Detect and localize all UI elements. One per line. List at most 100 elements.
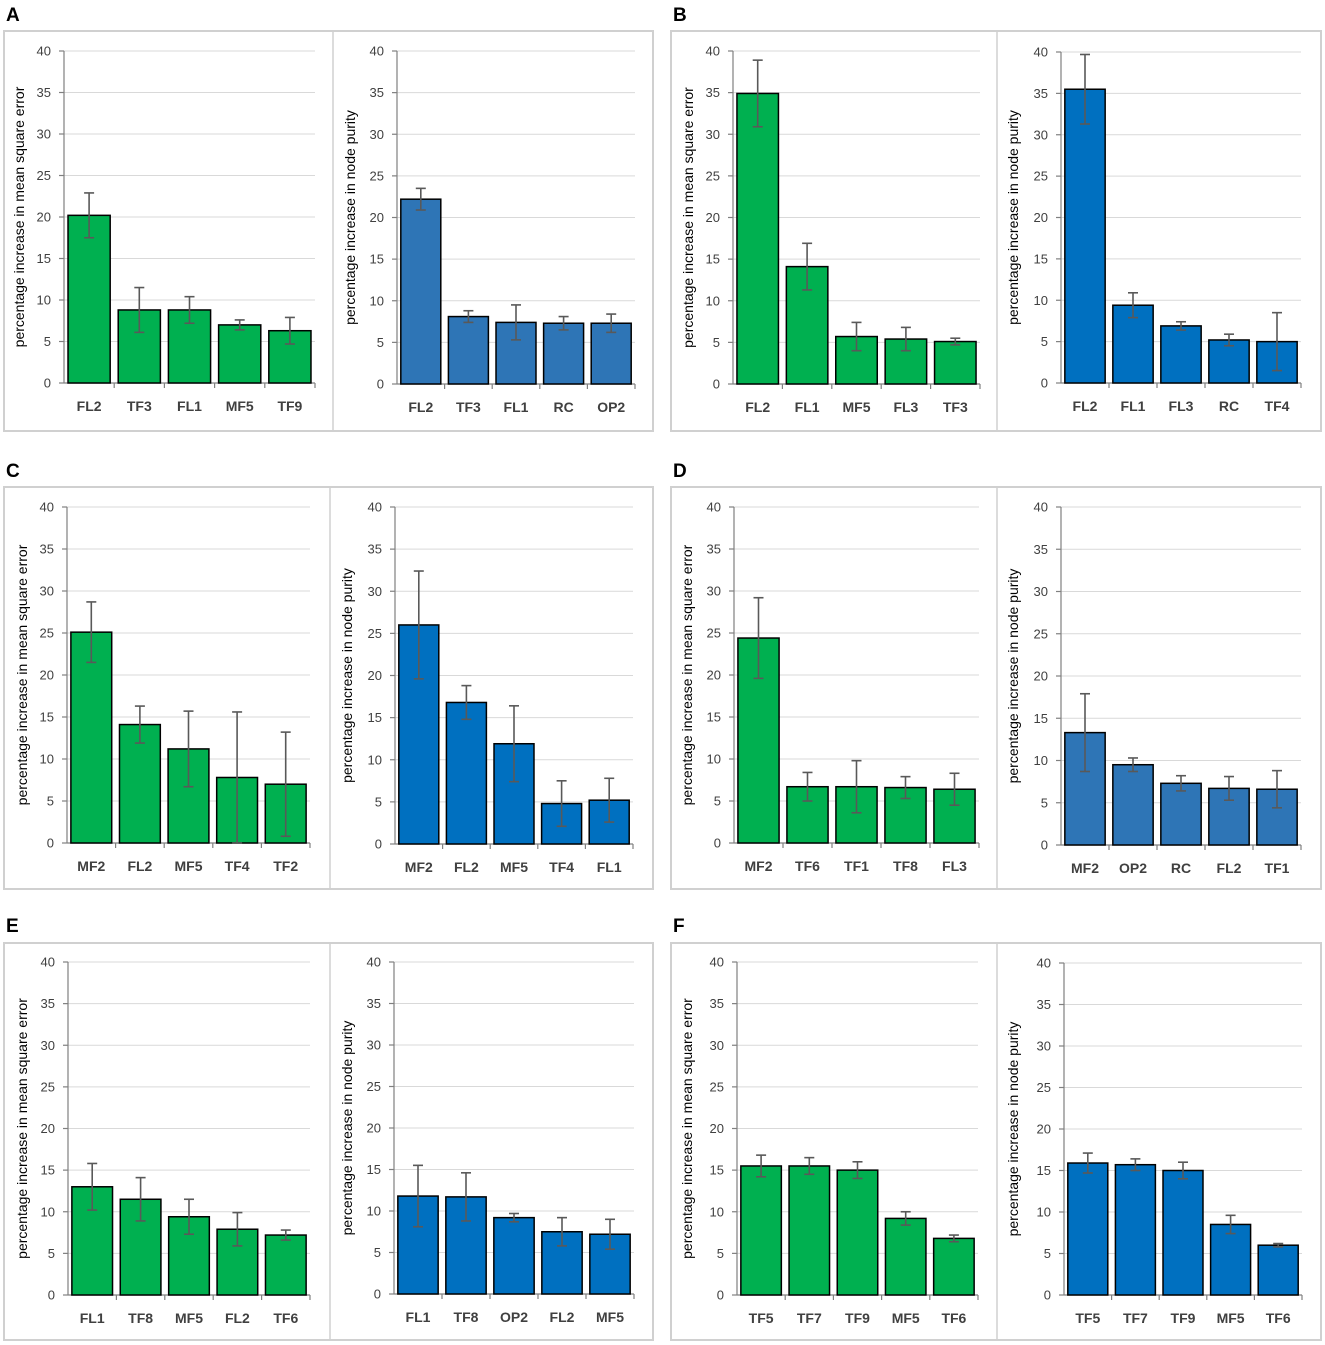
x-category-label: TF9 — [1171, 1310, 1196, 1326]
y-tick-label: 30 — [1034, 584, 1048, 599]
x-category-label: MF5 — [500, 859, 528, 875]
x-category-label: FL2 — [1217, 860, 1242, 876]
y-tick-label: 30 — [367, 1038, 381, 1053]
y-tick-label: 20 — [1034, 669, 1048, 684]
y-tick-label: 0 — [1044, 1288, 1051, 1303]
x-category-label: MF5 — [843, 399, 871, 415]
x-category-label: TF3 — [456, 399, 481, 415]
x-category-label: TF9 — [277, 398, 302, 414]
y-tick-label: 0 — [1041, 838, 1048, 853]
x-category-label: RC — [1171, 860, 1191, 876]
y-tick-label: 35 — [37, 85, 51, 100]
x-category-label: TF8 — [893, 858, 918, 874]
bar-tf9 — [836, 1169, 879, 1296]
y-tick-label: 0 — [714, 836, 721, 851]
chart-c-node-purity: 0 5 10 15 20 25 30 35 40 MF2 FL2 MF5 TF4 FL1 percentag… — [339, 500, 634, 875]
x-category-label: TF1 — [844, 858, 869, 874]
y-tick-label: 30 — [710, 1038, 724, 1053]
chart-b-mse: 0 5 10 15 20 25 30 35 40 FL2 FL1 MF5 FL3 TF3 percentag… — [680, 44, 981, 415]
y-tick-label: 10 — [367, 1204, 381, 1219]
x-category-label: FL2 — [127, 858, 152, 874]
x-category-label: FL2 — [454, 859, 479, 875]
y-tick-label: 15 — [706, 252, 720, 267]
y-tick-label: 15 — [370, 252, 384, 267]
chart-a-node-purity: 0 5 10 15 20 25 30 35 40 FL2 TF3 FL1 RC OP2 percentage… — [342, 44, 636, 415]
y-tick-label: 15 — [1034, 711, 1048, 726]
y-tick-label: 35 — [1037, 997, 1051, 1012]
y-tick-label: 20 — [41, 1121, 55, 1136]
y-tick-label: 10 — [41, 1204, 55, 1219]
bar-tf1 — [835, 785, 878, 844]
bar-tf3 — [447, 315, 490, 385]
y-tick-label: 20 — [707, 668, 721, 683]
x-category-label: FL2 — [745, 399, 770, 415]
y-tick-label: 30 — [1037, 1039, 1051, 1054]
bar-fl2 — [736, 92, 780, 385]
y-tick-label: 0 — [377, 377, 384, 392]
bar-fl2 — [445, 701, 488, 845]
y-tick-label: 10 — [1034, 293, 1048, 308]
y-tick-label: 40 — [367, 955, 381, 970]
y-tick-label: 5 — [1044, 1246, 1051, 1261]
y-tick-label: 10 — [1034, 753, 1048, 768]
y-tick-label: 40 — [706, 44, 720, 59]
x-category-label: MF2 — [745, 858, 773, 874]
y-tick-label: 25 — [1034, 169, 1048, 184]
y-axis-title: percentage increase in mean square error — [14, 544, 30, 805]
panel-label: D — [673, 461, 687, 482]
x-category-label: MF5 — [175, 1310, 203, 1326]
x-category-label: TF8 — [128, 1310, 153, 1326]
y-tick-label: 15 — [1034, 251, 1048, 266]
x-category-label: FL1 — [1121, 398, 1146, 414]
y-tick-label: 25 — [706, 168, 720, 183]
x-category-label: TF2 — [273, 858, 298, 874]
y-tick-label: 20 — [37, 210, 51, 225]
bar-tf6 — [264, 1234, 307, 1296]
y-axis-title: percentage increase in node purity — [342, 110, 358, 325]
chart-d-mse: 0 5 10 15 20 25 30 35 40 MF2 TF6 TF1 TF8 FL3 percentag… — [679, 500, 980, 874]
y-axis-title: percentage increase in node purity — [339, 568, 355, 783]
chart-f-node-purity: 0 5 10 15 20 25 30 35 40 TF5 TF7 TF9 MF5 TF6 percentag… — [1005, 956, 1303, 1326]
y-tick-label: 5 — [1041, 334, 1048, 349]
x-category-label: MF2 — [77, 858, 105, 874]
y-tick-label: 15 — [1037, 1163, 1051, 1178]
x-category-label: TF7 — [797, 1310, 822, 1326]
y-tick-label: 40 — [41, 955, 55, 970]
x-category-label: TF5 — [1075, 1310, 1100, 1326]
y-tick-label: 15 — [368, 710, 382, 725]
panel-label: A — [6, 5, 20, 26]
y-tick-label: 0 — [44, 376, 51, 391]
y-tick-label: 40 — [37, 44, 51, 59]
bar-op2 — [493, 1216, 535, 1295]
bar-tf9 — [1162, 1169, 1204, 1296]
y-tick-label: 20 — [710, 1121, 724, 1136]
x-category-label: TF1 — [1265, 860, 1290, 876]
y-tick-label: 5 — [713, 335, 720, 350]
x-category-label: TF7 — [1123, 1310, 1148, 1326]
x-category-label: FL1 — [80, 1310, 105, 1326]
x-category-label: TF9 — [845, 1310, 870, 1326]
bar-tf3 — [933, 340, 977, 385]
y-tick-label: 25 — [41, 1079, 55, 1094]
y-tick-label: 25 — [707, 626, 721, 641]
x-category-label: FL1 — [177, 398, 202, 414]
bar-mf2 — [70, 631, 113, 844]
y-tick-label: 35 — [1034, 86, 1048, 101]
bar-fl2 — [67, 214, 111, 384]
y-tick-label: 5 — [47, 794, 54, 809]
x-category-label: FL3 — [942, 858, 967, 874]
y-tick-label: 30 — [707, 584, 721, 599]
x-category-label: TF3 — [127, 398, 152, 414]
bar-fl3 — [1160, 325, 1202, 384]
y-tick-label: 15 — [707, 710, 721, 725]
y-tick-label: 25 — [370, 168, 384, 183]
x-category-label: TF6 — [941, 1310, 966, 1326]
x-category-label: MF5 — [226, 398, 254, 414]
x-category-label: TF5 — [749, 1310, 774, 1326]
x-category-label: MF5 — [596, 1309, 624, 1325]
x-category-label: RC — [1219, 398, 1239, 414]
y-tick-label: 25 — [368, 626, 382, 641]
y-tick-label: 35 — [370, 85, 384, 100]
x-category-label: FL3 — [893, 399, 918, 415]
